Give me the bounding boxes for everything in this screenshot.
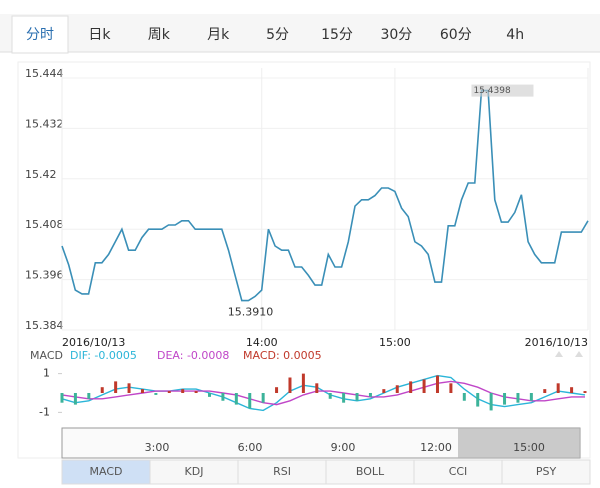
tab-label[interactable]: 分时 <box>26 27 54 43</box>
scroll-arrows[interactable] <box>555 351 583 357</box>
indicator-tab-label[interactable]: RSI <box>273 465 291 478</box>
tab-label[interactable]: 60分 <box>440 27 472 43</box>
macd-bar <box>368 393 372 397</box>
macd-bar <box>60 393 64 403</box>
macd-bar <box>462 393 466 401</box>
y-tick-label: 15.396 <box>25 269 64 282</box>
tab-selected[interactable] <box>11 15 69 54</box>
macd-bar <box>355 393 359 401</box>
indicator-tab-label[interactable]: MACD <box>90 465 123 478</box>
macd-bar <box>342 393 346 403</box>
macd-bar <box>261 393 265 403</box>
macd-bar <box>100 387 104 393</box>
tab-label[interactable]: 日k <box>88 27 111 43</box>
y-tick-label: 15.384 <box>25 319 64 332</box>
macd-bar <box>154 393 158 395</box>
tab-label[interactable]: 30分 <box>380 27 412 43</box>
macd-bar <box>288 377 292 393</box>
navigator-label: 12:00 <box>420 441 452 454</box>
tab-label[interactable]: 4h <box>506 27 524 43</box>
macd-bar <box>543 389 547 393</box>
x-tick-label: 14:00 <box>246 336 278 349</box>
macd-bar <box>476 393 480 407</box>
navigator-window[interactable] <box>458 428 580 458</box>
legend-entry: DEA: -0.0008 <box>157 349 229 362</box>
macd-bar <box>194 391 198 393</box>
macd-bar <box>449 383 453 393</box>
y-tick-label: 15.408 <box>25 218 64 231</box>
x-tick-label: 2016/10/13 <box>525 336 588 349</box>
indicator-tab-label[interactable]: PSY <box>536 465 557 478</box>
macd-bar <box>301 373 305 393</box>
indicator-name: MACD <box>30 349 63 362</box>
macd-bar <box>208 393 212 397</box>
macd-bar <box>167 391 171 393</box>
macd-bar <box>127 383 131 393</box>
y-tick-label: 1 <box>43 367 50 380</box>
tab-label[interactable]: 5分 <box>266 27 289 43</box>
min-annotation: 15.3910 <box>228 306 274 319</box>
indicator-tab[interactable] <box>149 459 239 485</box>
navigator-label: 3:00 <box>145 441 170 454</box>
legend-entry: DIF: -0.0005 <box>70 349 137 362</box>
macd-bar <box>422 379 426 393</box>
macd-bar <box>87 393 91 399</box>
macd-bar <box>435 375 439 393</box>
macd-bar <box>489 393 493 411</box>
price-line <box>61 89 589 302</box>
indicator-tab-label[interactable]: KDJ <box>185 465 204 478</box>
indicator-tab[interactable] <box>501 459 591 485</box>
macd-bar <box>503 393 507 405</box>
y-tick-label: 15.444 <box>25 67 64 80</box>
indicator-tab[interactable] <box>413 459 503 485</box>
indicator-tab[interactable] <box>237 459 327 485</box>
macd-bar <box>73 393 77 405</box>
macd-bar <box>409 381 413 393</box>
y-tick-label: 15.432 <box>25 117 64 130</box>
macd-bar <box>395 385 399 393</box>
macd-bar <box>114 381 118 393</box>
macd-bar <box>248 393 252 409</box>
macd-bar <box>140 389 144 393</box>
macd-bar <box>328 393 332 399</box>
indicator-tab[interactable] <box>325 459 415 485</box>
max-annotation: 15.4398 <box>473 86 510 96</box>
macd-bar <box>181 389 185 393</box>
macd-line <box>61 380 585 406</box>
macd-bar <box>583 391 587 393</box>
x-tick-label: 15:00 <box>379 336 411 349</box>
tab-bar <box>0 14 600 52</box>
y-tick-label: -1 <box>39 405 50 418</box>
macd-bar <box>516 393 520 403</box>
macd-bar <box>556 383 560 393</box>
indicator-tab-label[interactable]: CCI <box>449 465 468 478</box>
macd-bar <box>315 383 319 393</box>
macd-bar <box>529 393 533 401</box>
macd-bar <box>221 393 225 401</box>
tab-label[interactable]: 15分 <box>321 27 353 43</box>
legend-entry: MACD: 0.0005 <box>243 349 322 362</box>
navigator-label: 15:00 <box>513 441 545 454</box>
macd-bar <box>234 393 238 405</box>
max-annotation-bg <box>471 84 534 97</box>
macd-bar <box>275 387 279 393</box>
tab-label[interactable]: 周k <box>148 27 171 43</box>
macd-bar <box>382 389 386 393</box>
indicator-tab-label[interactable]: BOLL <box>356 465 385 478</box>
x-tick-label: 2016/10/13 <box>62 336 125 349</box>
navigator-label: 9:00 <box>331 441 356 454</box>
tab-label[interactable]: 月k <box>207 27 230 43</box>
navigator-label: 6:00 <box>238 441 263 454</box>
macd-bar <box>570 387 574 393</box>
y-tick-label: 15.42 <box>25 168 57 181</box>
